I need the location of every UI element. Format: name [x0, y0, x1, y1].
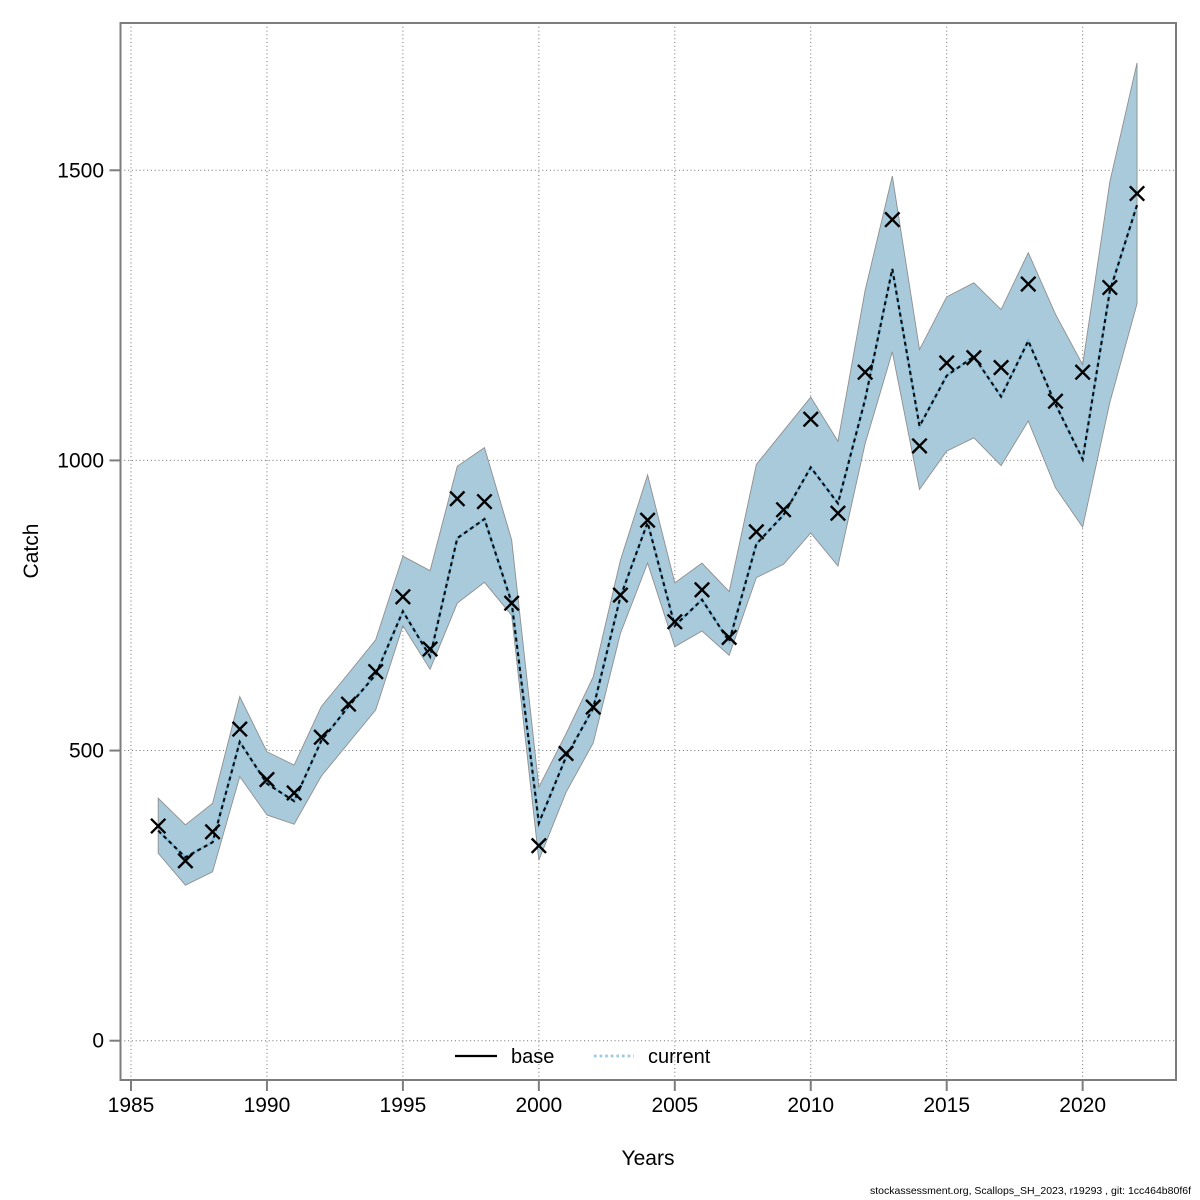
current-fit-line	[157, 204, 1139, 859]
obs-marker	[884, 211, 901, 228]
axis-tick-labels: 1985 1990 1995 2000 2005 2010 2015 2020 0 500 1000…	[57, 159, 1106, 1117]
obs-marker	[965, 349, 982, 366]
obs-marker	[748, 523, 765, 540]
x-tick-label: 2000	[515, 1094, 562, 1117]
y-tick-label: 500	[69, 740, 104, 763]
legend-item-current: current	[594, 1046, 711, 1068]
obs-marker	[231, 721, 248, 738]
obs-marker	[911, 437, 928, 454]
x-tick-label: 1990	[244, 1094, 291, 1117]
obs-marker	[476, 493, 493, 510]
observation-markers	[150, 185, 1146, 869]
legend: base current	[455, 1046, 711, 1068]
y-axis-title: Catch	[20, 524, 43, 579]
x-tick-label: 2005	[651, 1094, 698, 1117]
obs-marker	[993, 359, 1010, 376]
x-tick-label: 1995	[380, 1094, 427, 1117]
obs-marker	[286, 784, 303, 801]
obs-marker	[340, 696, 357, 713]
footer-attribution: stockassessment.org, Scallops_SH_2023, r…	[870, 1185, 1191, 1197]
obs-marker	[449, 490, 466, 507]
plot-border	[119, 22, 1177, 1081]
obs-marker	[150, 817, 167, 835]
obs-marker	[857, 364, 874, 381]
obs-marker	[1128, 185, 1146, 202]
legend-item-base: base	[455, 1046, 554, 1068]
y-tick-label: 1500	[57, 159, 104, 182]
x-axis-title: Years	[622, 1147, 675, 1170]
obs-marker	[557, 745, 575, 762]
obs-marker	[829, 505, 846, 522]
obs-marker	[666, 613, 683, 630]
obs-marker	[1074, 364, 1091, 381]
obs-marker	[313, 729, 330, 746]
obs-marker	[639, 512, 656, 529]
obs-marker	[721, 629, 738, 646]
y-tick-label: 1000	[57, 449, 104, 472]
obs-marker	[530, 837, 547, 854]
obs-marker	[938, 354, 955, 371]
obs-marker	[802, 411, 819, 428]
gridlines	[120, 23, 1176, 1080]
obs-marker	[367, 663, 384, 680]
x-tick-label: 1985	[108, 1094, 155, 1117]
obs-marker	[612, 586, 629, 604]
obs-marker	[585, 698, 602, 716]
legend-label: current	[648, 1046, 711, 1068]
obs-marker	[503, 595, 520, 612]
confidence-band	[157, 62, 1138, 886]
x-tick-label: 2020	[1059, 1094, 1106, 1117]
obs-marker	[394, 588, 411, 605]
obs-marker	[258, 771, 275, 788]
legend-label: base	[511, 1046, 554, 1068]
axis-ticks	[109, 169, 1084, 1091]
obs-marker	[775, 501, 792, 518]
obs-marker	[177, 852, 194, 869]
x-tick-label: 2010	[787, 1094, 834, 1117]
y-tick-label: 0	[92, 1030, 104, 1053]
obs-marker	[1101, 279, 1118, 296]
x-tick-label: 2015	[923, 1094, 970, 1117]
data-layer	[150, 62, 1146, 886]
obs-marker	[204, 823, 221, 840]
obs-marker	[693, 581, 711, 598]
obs-marker	[422, 640, 439, 658]
obs-marker	[1020, 275, 1037, 293]
obs-marker	[1047, 393, 1064, 410]
